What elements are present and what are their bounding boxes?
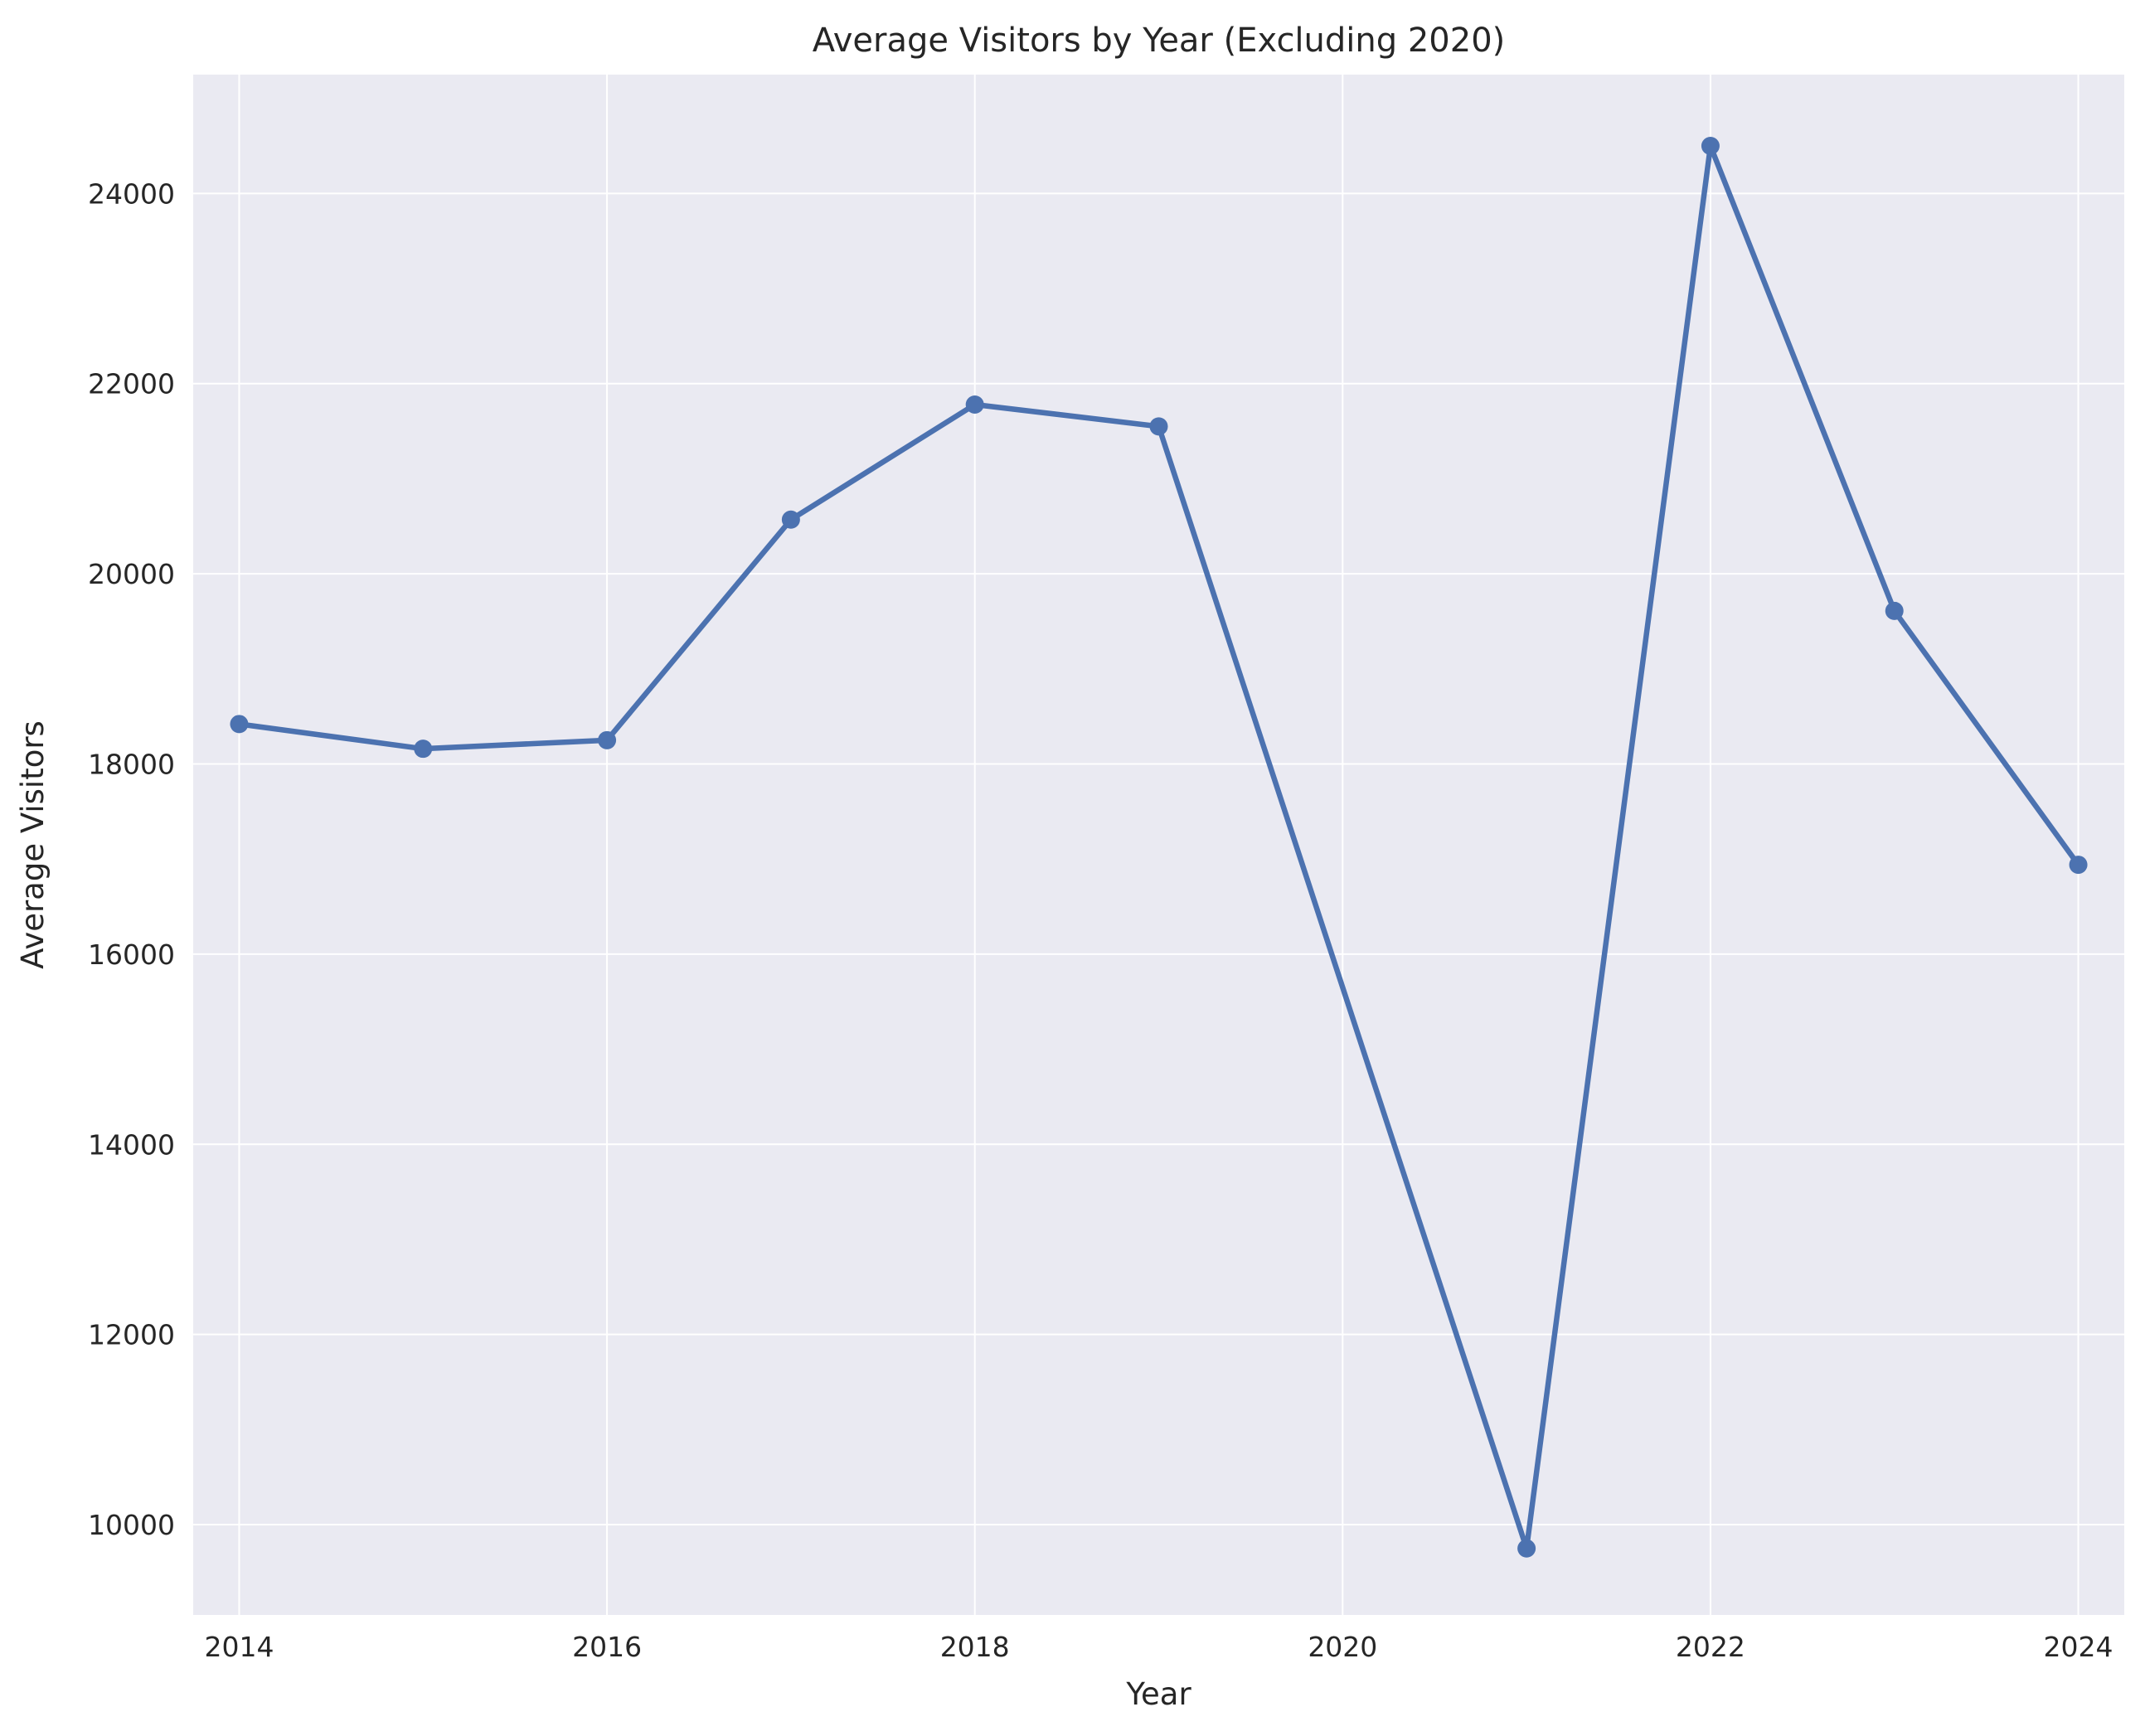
tick-labels: 2014 2016 2018 2020 2022 2024 10000 12000 14000 1… — [88, 177, 2113, 1663]
data-point — [1517, 1539, 1536, 1558]
y-tick-label: 12000 — [88, 1319, 175, 1351]
data-point — [965, 395, 984, 414]
x-tick-label: 2022 — [1676, 1631, 1745, 1663]
series-line — [236, 143, 2081, 1551]
plot-area — [193, 75, 2124, 1615]
data-point — [2069, 856, 2088, 875]
data-point — [781, 510, 800, 529]
y-tick-label: 22000 — [88, 368, 175, 400]
x-tick-label: 2016 — [572, 1631, 642, 1663]
x-tick-label: 2024 — [2044, 1631, 2113, 1663]
data-point — [1701, 137, 1720, 156]
y-tick-label: 18000 — [88, 749, 175, 781]
y-tick-label: 24000 — [88, 177, 175, 210]
data-point — [598, 730, 617, 749]
y-tick-label: 10000 — [88, 1509, 175, 1541]
y-tick-label: 16000 — [88, 938, 175, 971]
data-point — [414, 739, 433, 759]
data-point — [1885, 601, 1904, 620]
x-axis-label: Year — [1125, 1676, 1191, 1712]
x-tick-label: 2018 — [940, 1631, 1010, 1663]
data-point — [230, 715, 249, 734]
x-tick-label: 2020 — [1308, 1631, 1377, 1663]
y-tick-label: 20000 — [88, 558, 175, 590]
series-layer — [230, 137, 2088, 1558]
x-tick-label: 2014 — [204, 1631, 274, 1663]
data-point — [1149, 417, 1168, 436]
y-tick-label: 14000 — [88, 1128, 175, 1161]
chart-title: Average Visitors by Year (Excluding 2020… — [813, 22, 1506, 60]
y-axis-label: Average Visitors — [15, 720, 51, 969]
